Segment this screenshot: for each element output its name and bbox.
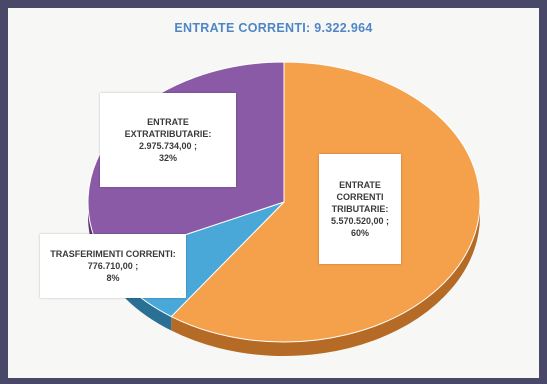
slice-label-extratributarie-percent: 32% xyxy=(158,153,177,163)
slice-label-trasferimenti: TRASFERIMENTI CORRENTI: 776.710,00 ; 8% xyxy=(40,234,186,298)
slice-label-tributarie-value: 5.570.520,00 ; xyxy=(330,216,390,226)
chart-title: ENTRATE CORRENTI: 9.322.964 xyxy=(174,21,373,35)
slice-label-trasferimenti-value: 776.710,00 ; xyxy=(87,261,139,271)
slice-label-tributarie-percent: 60% xyxy=(350,228,369,238)
slice-label-trasferimenti-percent: 8% xyxy=(106,273,120,283)
slice-label-tributarie-name: ENTRATE CORRENTI TRIBUTARIE: xyxy=(331,180,389,214)
slice-label-extratributarie-name: ENTRATE EXTRATRIBUTARIE: xyxy=(124,117,212,139)
pie-chart xyxy=(87,61,481,356)
slice-label-extratributarie-value: 2.975.734,00 ; xyxy=(138,141,198,151)
slice-label-tributarie: ENTRATE CORRENTI TRIBUTARIE: 5.570.520,0… xyxy=(319,154,401,264)
pie-side-trasferimenti xyxy=(106,260,172,331)
pie-side-tributarie xyxy=(171,202,480,356)
chart-frame: ENTRATE CORRENTI: 9.322.964 ENTRATE CORR… xyxy=(8,8,539,378)
slice-label-trasferimenti-name: TRASFERIMENTI CORRENTI: xyxy=(50,249,176,259)
slice-label-extratributarie: ENTRATE EXTRATRIBUTARIE: 2.975.734,00 ; … xyxy=(100,93,236,187)
